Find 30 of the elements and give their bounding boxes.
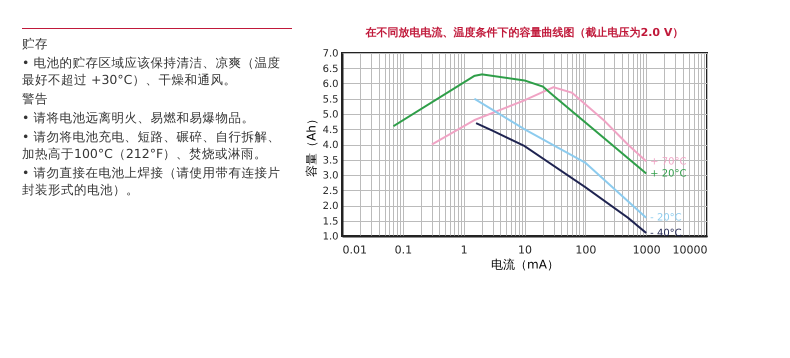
- y-tick-label: 6.5: [322, 64, 338, 75]
- x-tick-label: 10: [518, 244, 532, 256]
- y-tick-label: 3.5: [322, 155, 338, 166]
- y-tick-label: 5.0: [322, 110, 338, 120]
- x-tick-label: 1: [460, 244, 468, 256]
- text: • 请将电池远离明火、易燃和易爆物品。: [22, 109, 256, 126]
- x-tick-label: 0.01: [342, 244, 367, 256]
- y-tick-label: 1.5: [322, 216, 338, 228]
- y-tick-label: 2.0: [322, 201, 338, 212]
- text: • 请勿直接在电池上焊接（请使用带有连接片封装形式的电池）。: [22, 164, 282, 198]
- x-tick-label: 1000: [632, 244, 661, 256]
- y-tick-label: 3.0: [322, 170, 338, 182]
- x-tick-label: 10000: [672, 244, 708, 256]
- y-tick-label: 4.5: [322, 124, 338, 136]
- x-tick-label: 0.1: [394, 244, 412, 256]
- y-tick-label: 2.5: [322, 186, 338, 197]
- text: • 请勿将电池充电、短路、碾碎、自行拆解、加热高于100°C（212°F）、焚烧或淋雨。: [22, 128, 282, 162]
- chart-title: 在不同放电电流、温度条件下的容量曲线图（截止电压为2.0 V）: [364, 26, 684, 39]
- y-tick-label: 6.0: [322, 79, 338, 90]
- y-tick-label: 1.0: [322, 232, 338, 242]
- text: 警告: [22, 90, 49, 107]
- x-tick-label: 100: [575, 244, 596, 256]
- y-tick-label: 4.0: [322, 140, 338, 151]
- y-tick-label: 5.5: [322, 94, 338, 106]
- x-axis-title: 电流（mA）: [491, 258, 559, 272]
- y-tick-label: 7.0: [322, 48, 338, 60]
- series-label: + 20°C: [650, 168, 686, 180]
- text: • 电池的贮存区域应该保持清洁、凉爽（温度最好不超过 +30°C）、干燥和通风。: [22, 54, 282, 88]
- text: 贮存: [22, 35, 49, 52]
- y-axis-title: 容量（Ah）: [304, 113, 319, 177]
